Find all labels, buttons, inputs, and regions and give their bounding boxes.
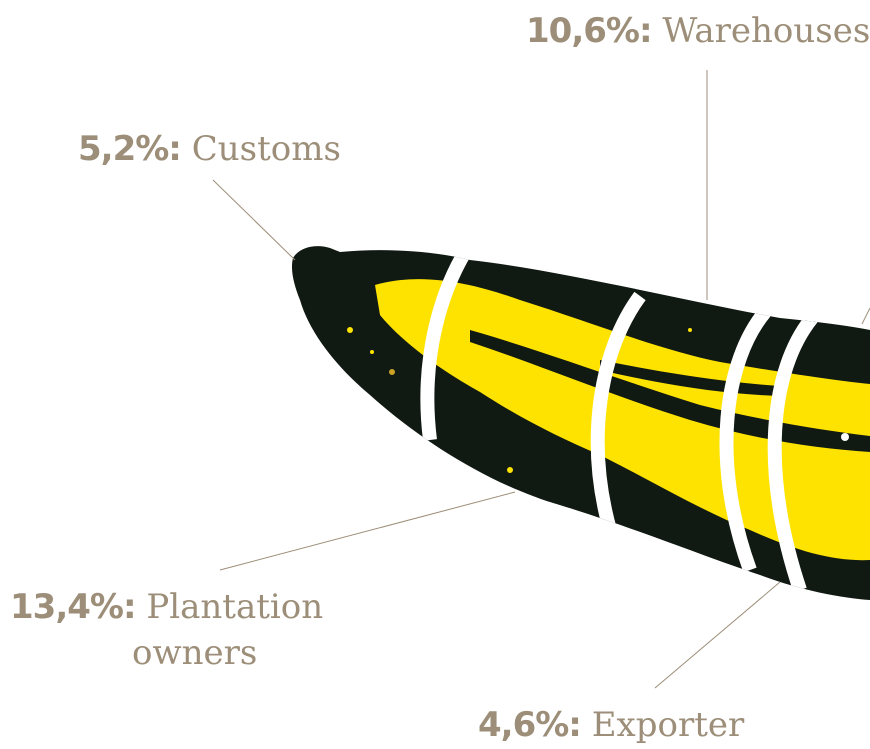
label-exporter: 4,6%: Exporter — [478, 708, 744, 742]
category-plantation-line1: Plantation — [146, 587, 324, 627]
banana-body — [291, 246, 870, 600]
leader-line-exporter — [654, 581, 781, 689]
banana-speckle — [737, 467, 743, 473]
percent-warehouses: 10,6%: — [526, 11, 653, 51]
label-plantation-line2: owners — [132, 636, 257, 670]
category-customs: Customs — [191, 129, 341, 169]
leader-line-customs — [212, 179, 296, 261]
label-customs: 5,2%: Customs — [78, 132, 341, 166]
banana-speckle — [688, 328, 692, 332]
ring-cut-1 — [420, 246, 476, 441]
ring-cut-3 — [719, 307, 771, 573]
label-plantation: 13,4%: Plantation — [10, 590, 323, 624]
label-warehouses: 10,6%: Warehouses — [526, 14, 870, 48]
ring-cut-2 — [590, 291, 646, 532]
category-plantation-line2: owners — [132, 633, 258, 673]
leader-line-right-segment — [861, 307, 870, 325]
banana-dark-patch — [450, 420, 600, 510]
banana-speckle — [347, 327, 353, 333]
leader-line-plantation — [219, 491, 516, 571]
banana-speckle — [370, 350, 374, 354]
category-warehouses: Warehouses — [662, 11, 870, 51]
percent-exporter: 4,6%: — [478, 705, 582, 745]
ring-cut-4 — [767, 313, 818, 593]
banana-speckle — [841, 433, 849, 441]
category-exporter: Exporter — [591, 705, 745, 745]
percent-plantation: 13,4%: — [10, 587, 137, 627]
percent-customs: 5,2%: — [78, 129, 182, 169]
banana-speckle — [507, 467, 513, 473]
banana-speckle — [389, 369, 395, 375]
